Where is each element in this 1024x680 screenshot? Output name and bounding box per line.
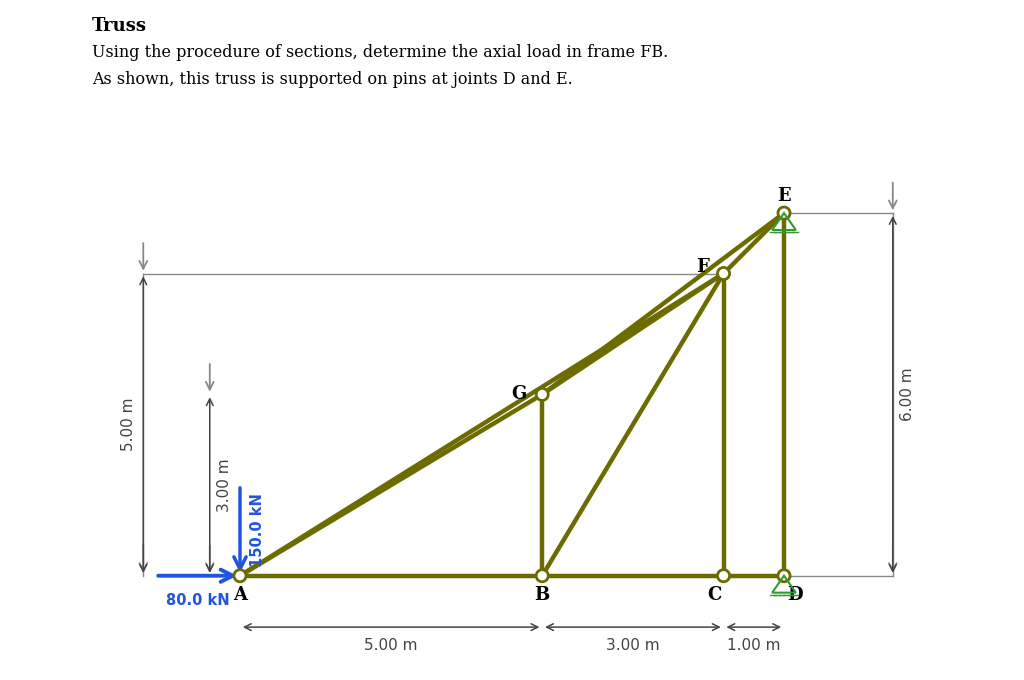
Text: 6.00 m: 6.00 m bbox=[900, 368, 915, 421]
Text: B: B bbox=[535, 586, 550, 604]
Text: 5.00 m: 5.00 m bbox=[365, 638, 418, 653]
Circle shape bbox=[233, 570, 246, 582]
Circle shape bbox=[537, 570, 548, 582]
Text: As shown, this truss is supported on pins at joints D and E.: As shown, this truss is supported on pin… bbox=[92, 71, 572, 88]
Circle shape bbox=[778, 207, 791, 219]
Text: G: G bbox=[512, 386, 527, 403]
Text: 80.0 kN: 80.0 kN bbox=[166, 593, 229, 608]
Text: 3.00 m: 3.00 m bbox=[606, 638, 659, 653]
Text: F: F bbox=[696, 258, 709, 277]
Circle shape bbox=[718, 267, 729, 279]
Text: Truss: Truss bbox=[92, 17, 147, 35]
Circle shape bbox=[718, 570, 729, 582]
Circle shape bbox=[778, 570, 791, 582]
Circle shape bbox=[537, 388, 548, 401]
Text: A: A bbox=[233, 586, 247, 604]
Text: Using the procedure of sections, determine the axial load in frame FB.: Using the procedure of sections, determi… bbox=[92, 44, 669, 61]
Text: 5.00 m: 5.00 m bbox=[121, 398, 136, 452]
Text: E: E bbox=[777, 187, 791, 205]
Text: D: D bbox=[787, 586, 803, 604]
Text: C: C bbox=[708, 586, 722, 604]
Text: 1.00 m: 1.00 m bbox=[727, 638, 780, 653]
Text: 150.0 kN: 150.0 kN bbox=[250, 494, 265, 567]
Text: 3.00 m: 3.00 m bbox=[217, 458, 232, 512]
